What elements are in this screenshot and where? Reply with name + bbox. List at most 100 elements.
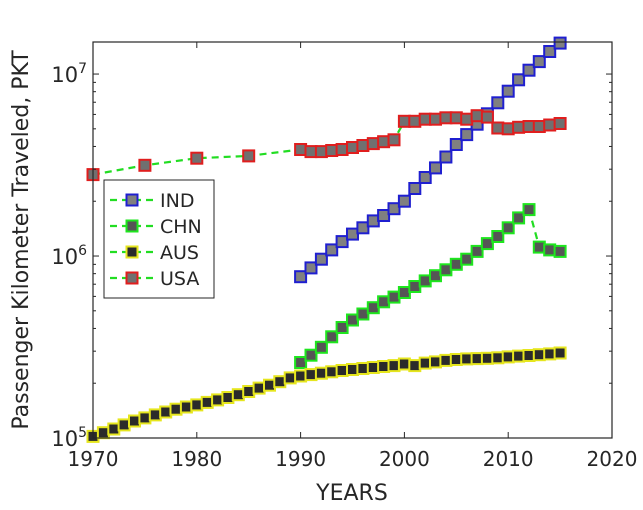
data-point-aus bbox=[439, 353, 453, 367]
data-point-ind bbox=[491, 96, 505, 110]
data-point-aus bbox=[148, 408, 162, 422]
data-point-aus bbox=[304, 368, 318, 382]
data-point-aus bbox=[532, 348, 546, 362]
data-point-aus bbox=[200, 395, 214, 409]
data-point-chn bbox=[335, 321, 349, 334]
data-point-ind bbox=[356, 221, 370, 235]
data-point-usa bbox=[532, 120, 546, 133]
legend-label: IND bbox=[160, 190, 194, 212]
data-point-aus bbox=[190, 398, 204, 412]
data-point-aus bbox=[138, 411, 152, 425]
data-point-chn bbox=[553, 244, 567, 258]
data-point-chn bbox=[397, 286, 411, 299]
data-point-aus bbox=[512, 349, 526, 363]
x-tick-label: 2010 bbox=[483, 447, 534, 471]
data-point-chn bbox=[460, 252, 474, 266]
data-point-usa bbox=[543, 118, 557, 132]
data-point-ind bbox=[314, 252, 328, 266]
data-point-chn bbox=[501, 221, 515, 235]
data-point-aus bbox=[480, 351, 494, 365]
data-point-chn bbox=[512, 211, 526, 225]
data-point-ind bbox=[387, 202, 401, 216]
y-axis-label: Passenger Kilometer Traveled, PKT bbox=[9, 50, 34, 430]
data-point-aus bbox=[117, 418, 131, 432]
series-layer bbox=[86, 36, 567, 443]
data-point-aus bbox=[449, 353, 463, 366]
data-point-aus bbox=[377, 360, 391, 373]
data-point-chn bbox=[543, 243, 557, 257]
legend-label: CHN bbox=[160, 216, 202, 238]
data-point-aus bbox=[242, 385, 256, 398]
data-point-usa bbox=[460, 112, 474, 126]
data-point-aus bbox=[221, 391, 235, 404]
data-point-chn bbox=[439, 263, 453, 277]
data-point-chn bbox=[304, 348, 318, 362]
data-point-aus bbox=[460, 352, 474, 366]
data-point-aus bbox=[429, 355, 442, 369]
data-point-ind bbox=[512, 73, 526, 87]
data-point-usa bbox=[387, 133, 401, 147]
data-point-aus bbox=[501, 350, 515, 364]
data-point-chn bbox=[387, 290, 401, 304]
data-point-usa bbox=[304, 145, 318, 159]
data-point-ind bbox=[325, 243, 339, 257]
data-point-ind bbox=[335, 235, 349, 249]
legend-marker bbox=[125, 193, 139, 207]
data-point-aus bbox=[179, 400, 193, 414]
data-point-chn bbox=[532, 240, 546, 254]
data-point-usa bbox=[377, 135, 391, 149]
series-aus bbox=[86, 346, 567, 443]
data-point-ind bbox=[408, 182, 422, 195]
data-point-aus bbox=[491, 351, 505, 365]
legend-label: USA bbox=[160, 268, 199, 290]
data-point-aus bbox=[346, 363, 359, 376]
data-point-chn bbox=[449, 257, 463, 271]
data-point-usa bbox=[408, 114, 422, 128]
data-point-ind bbox=[449, 138, 463, 151]
data-point-aus bbox=[335, 364, 349, 377]
data-point-usa bbox=[325, 144, 339, 157]
data-point-chn bbox=[408, 280, 422, 293]
x-tick-label: 2020 bbox=[587, 447, 638, 471]
data-point-aus bbox=[553, 346, 567, 360]
plot-frame bbox=[92, 41, 613, 439]
data-point-ind bbox=[397, 194, 411, 208]
data-point-aus bbox=[231, 388, 245, 402]
data-point-aus bbox=[356, 362, 370, 375]
legend: IND CHN AUS USA bbox=[103, 179, 215, 299]
data-point-ind bbox=[543, 45, 557, 58]
data-point-ind bbox=[429, 161, 442, 175]
data-point-aus bbox=[252, 381, 266, 395]
series-chn bbox=[294, 203, 567, 369]
data-point-usa bbox=[242, 149, 256, 163]
data-point-aus bbox=[543, 347, 557, 361]
data-point-aus bbox=[96, 426, 110, 440]
data-point-aus bbox=[283, 371, 297, 385]
x-tick-label: 1990 bbox=[275, 447, 326, 471]
data-point-usa bbox=[397, 114, 411, 128]
data-point-usa bbox=[294, 143, 308, 156]
data-point-chn bbox=[294, 356, 308, 369]
data-point-ind bbox=[532, 55, 546, 69]
y-tick-label: 106 bbox=[51, 243, 87, 269]
data-point-chn bbox=[470, 244, 484, 258]
data-point-ind bbox=[418, 171, 432, 184]
data-point-ind bbox=[346, 227, 359, 241]
data-point-usa bbox=[356, 139, 370, 152]
data-point-ind bbox=[377, 209, 391, 222]
data-point-ind bbox=[553, 36, 567, 50]
data-point-usa bbox=[501, 122, 515, 136]
data-point-usa bbox=[512, 120, 526, 134]
data-point-usa bbox=[429, 112, 442, 126]
data-point-aus bbox=[387, 359, 401, 373]
y-tick-label: 107 bbox=[51, 61, 87, 87]
series-usa bbox=[86, 109, 567, 182]
data-point-usa bbox=[190, 151, 204, 165]
data-point-usa bbox=[138, 158, 152, 172]
y-tick-label: 105 bbox=[51, 425, 87, 451]
data-point-ind bbox=[501, 84, 515, 98]
x-tick-label: 1970 bbox=[68, 447, 119, 471]
x-tick-label: 2000 bbox=[379, 447, 430, 471]
